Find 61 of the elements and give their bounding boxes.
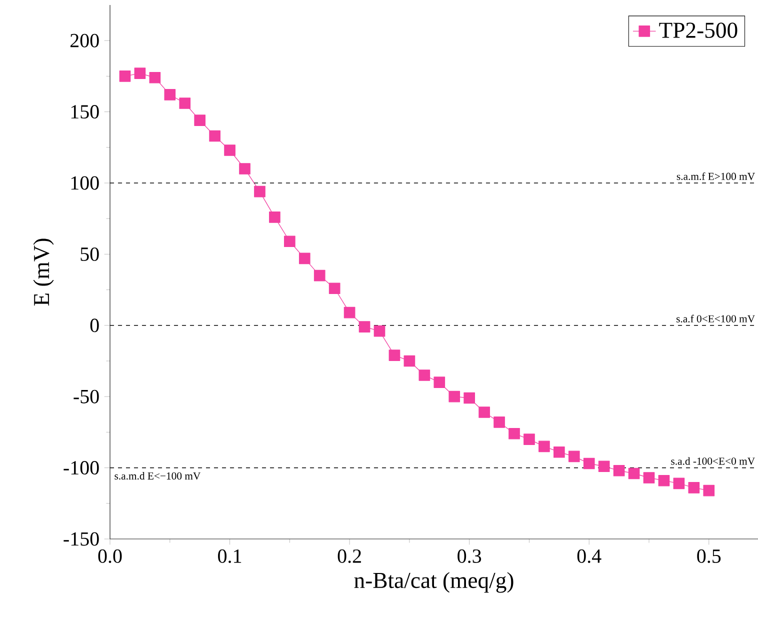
point: [388, 350, 400, 361]
point: [269, 212, 280, 223]
point: [658, 474, 670, 486]
point: [209, 130, 220, 142]
point: [164, 89, 176, 100]
y-tick-label: -50: [74, 390, 99, 404]
y-tick-label: 0: [90, 318, 99, 332]
point: [538, 440, 550, 452]
point: [284, 236, 296, 248]
point: [239, 163, 250, 174]
point: [434, 376, 446, 388]
point: [583, 458, 595, 470]
point: [314, 270, 326, 282]
x-tick-label: 0.5: [697, 549, 721, 563]
point: [418, 370, 430, 381]
point: [344, 306, 356, 318]
y-tick-label: 150: [71, 105, 99, 119]
x-tick-label: 0.2: [338, 549, 361, 563]
x-tick-label: 0.0: [98, 549, 122, 563]
y-axis-title: E (mV): [33, 238, 54, 306]
point: [673, 478, 685, 490]
ref-line-label: s.a.m.f E>100 mV: [676, 172, 755, 180]
y-tick-label: 200: [70, 34, 99, 48]
point: [553, 446, 565, 458]
x-tick-label: 0.4: [577, 549, 602, 563]
point: [224, 144, 236, 156]
point: [643, 472, 655, 484]
point: [524, 434, 535, 445]
ref-line-label: s.a.d -100<E<0 mV: [671, 457, 755, 465]
point: [298, 252, 310, 264]
point: [478, 406, 490, 418]
point: [328, 282, 340, 294]
point: [358, 321, 370, 332]
point: [464, 392, 475, 404]
x-axis-title: n-Bta/cat (meq/g): [354, 572, 514, 593]
point: [598, 460, 610, 472]
point: [494, 416, 505, 428]
point: [688, 482, 700, 494]
point: [149, 72, 161, 84]
point: [254, 186, 266, 198]
point: [134, 68, 146, 80]
y-tick-label: 100: [71, 176, 99, 190]
point: [194, 114, 206, 126]
y-tick-label: 50: [80, 247, 99, 261]
ref-line-label: s.a.f 0<E<100 mV: [676, 314, 755, 322]
point: [404, 355, 416, 367]
point: [613, 464, 625, 476]
point: [374, 325, 386, 337]
y-tick-label: -150: [64, 532, 99, 546]
point: [568, 450, 580, 462]
x-tick-label: 0.3: [458, 549, 482, 563]
legend-label: TP2-500: [659, 22, 738, 38]
point: [628, 468, 640, 480]
point: [448, 390, 460, 402]
x-tick-label: 0.1: [218, 549, 242, 563]
y-tick-label: -100: [64, 461, 99, 475]
annotation: s.a.m.d E<−100 mV: [114, 472, 201, 480]
point: [703, 484, 715, 496]
point: [508, 428, 520, 440]
point: [119, 70, 131, 82]
point: [179, 98, 191, 109]
